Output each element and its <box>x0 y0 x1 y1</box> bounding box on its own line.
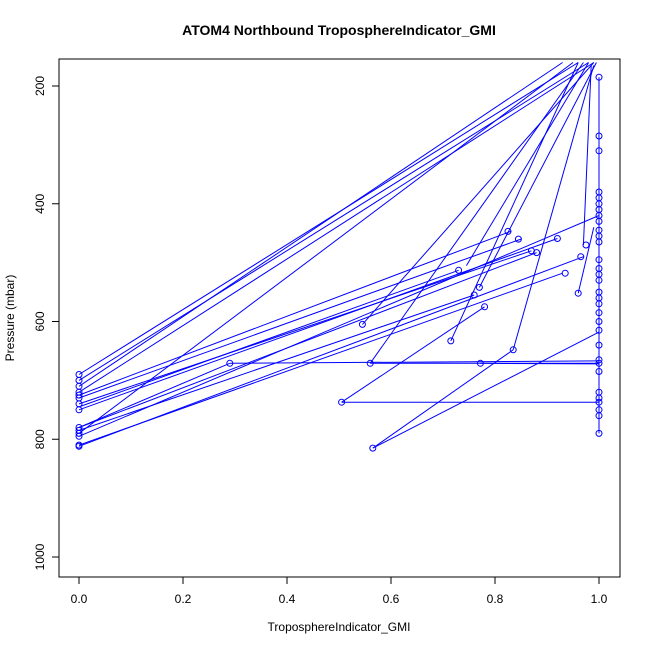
data-point-24 <box>481 303 489 311</box>
plot-area <box>75 62 603 452</box>
data-point-33 <box>577 253 585 261</box>
series-line-30 <box>582 65 592 246</box>
y-tick-label-1: 400 <box>33 193 47 213</box>
series-line-28 <box>512 65 595 350</box>
data-point-59 <box>595 359 603 367</box>
series-line-3 <box>78 62 595 393</box>
series-line-12 <box>78 215 600 437</box>
data-point-34 <box>582 241 590 249</box>
series-line-4 <box>78 230 511 396</box>
series-line-22 <box>372 349 514 449</box>
y-tick-label-2: 600 <box>33 311 47 331</box>
data-point-30 <box>553 235 561 242</box>
data-point-20 <box>455 266 463 274</box>
data-point-58 <box>595 356 603 364</box>
data-point-46 <box>595 238 603 246</box>
data-point-31 <box>561 269 569 277</box>
x-axis: 0.0 0.2 0.4 0.6 0.8 1.0 <box>71 576 608 606</box>
plot-frame <box>58 58 621 578</box>
series-line-18 <box>341 306 485 403</box>
series-line-6 <box>78 250 532 405</box>
y-tick-label-0: 200 <box>33 76 47 96</box>
series-line-16 <box>229 360 600 364</box>
y-axis-label: Pressure (mbar) <box>3 275 17 362</box>
series-line-23 <box>372 331 600 449</box>
data-point-66 <box>595 429 603 437</box>
data-point-62 <box>595 394 603 402</box>
series-lines <box>78 62 600 449</box>
data-point-63 <box>595 398 603 406</box>
series-markers <box>75 73 603 452</box>
data-point-18 <box>369 444 377 452</box>
series-line-29 <box>577 227 595 294</box>
data-point-43 <box>595 217 603 225</box>
data-point-22 <box>475 283 483 291</box>
data-point-36 <box>595 132 603 140</box>
data-point-54 <box>595 309 603 317</box>
series-line-25 <box>465 62 590 266</box>
series-line-15 <box>78 362 230 428</box>
x-tick-label-0: 0.0 <box>71 592 88 606</box>
data-point-32 <box>574 289 582 297</box>
series-line-26 <box>478 62 597 288</box>
data-point-65 <box>595 412 603 420</box>
data-point-47 <box>595 256 603 264</box>
series-line-21 <box>369 62 584 364</box>
data-point-16 <box>358 320 366 328</box>
series-line-9 <box>78 252 537 428</box>
series-line-11 <box>78 62 574 434</box>
data-point-26 <box>509 346 517 354</box>
x-tick-label-5: 1.0 <box>591 592 608 606</box>
data-point-15 <box>338 398 346 406</box>
x-axis-label: TroposphereIndicator_GMI <box>268 620 411 634</box>
data-point-21 <box>470 291 478 299</box>
x-tick-label-2: 0.4 <box>279 592 296 606</box>
data-point-23 <box>476 359 484 367</box>
data-point-19 <box>447 337 455 345</box>
data-point-53 <box>595 300 603 308</box>
series-line-8 <box>78 269 459 408</box>
data-point-11 <box>75 432 83 440</box>
series-line-0 <box>78 62 579 375</box>
data-point-4 <box>75 391 83 399</box>
x-tick-label-3: 0.6 <box>383 592 400 606</box>
data-point-14 <box>226 359 234 367</box>
series-line-27 <box>480 362 600 365</box>
data-point-29 <box>533 249 541 257</box>
y-tick-label-3: 800 <box>33 429 47 449</box>
data-point-7 <box>75 406 83 414</box>
data-point-25 <box>504 227 512 235</box>
series-line-5 <box>78 238 522 399</box>
data-point-35 <box>595 73 603 81</box>
data-point-27 <box>514 235 522 243</box>
series-line-2 <box>78 62 563 387</box>
data-point-56 <box>595 326 603 334</box>
y-axis: 200 400 600 800 1000 <box>33 76 60 570</box>
x-tick-label-1: 0.2 <box>175 592 192 606</box>
data-point-57 <box>595 341 603 349</box>
series-line-1 <box>78 62 589 381</box>
data-point-10 <box>75 429 83 437</box>
chart-title: ATOM4 Northbound TroposphereIndicator_GM… <box>182 22 496 38</box>
data-point-60 <box>595 368 603 375</box>
data-point-50 <box>595 276 603 284</box>
x-tick-label-4: 0.8 <box>487 592 504 606</box>
series-line-14 <box>78 256 584 447</box>
data-point-55 <box>595 318 603 325</box>
data-point-13 <box>75 442 83 450</box>
y-tick-label-4: 1000 <box>33 543 47 570</box>
data-point-37 <box>595 147 603 155</box>
series-line-19 <box>362 62 595 325</box>
series-line-24 <box>450 62 579 342</box>
data-point-17 <box>366 359 374 367</box>
